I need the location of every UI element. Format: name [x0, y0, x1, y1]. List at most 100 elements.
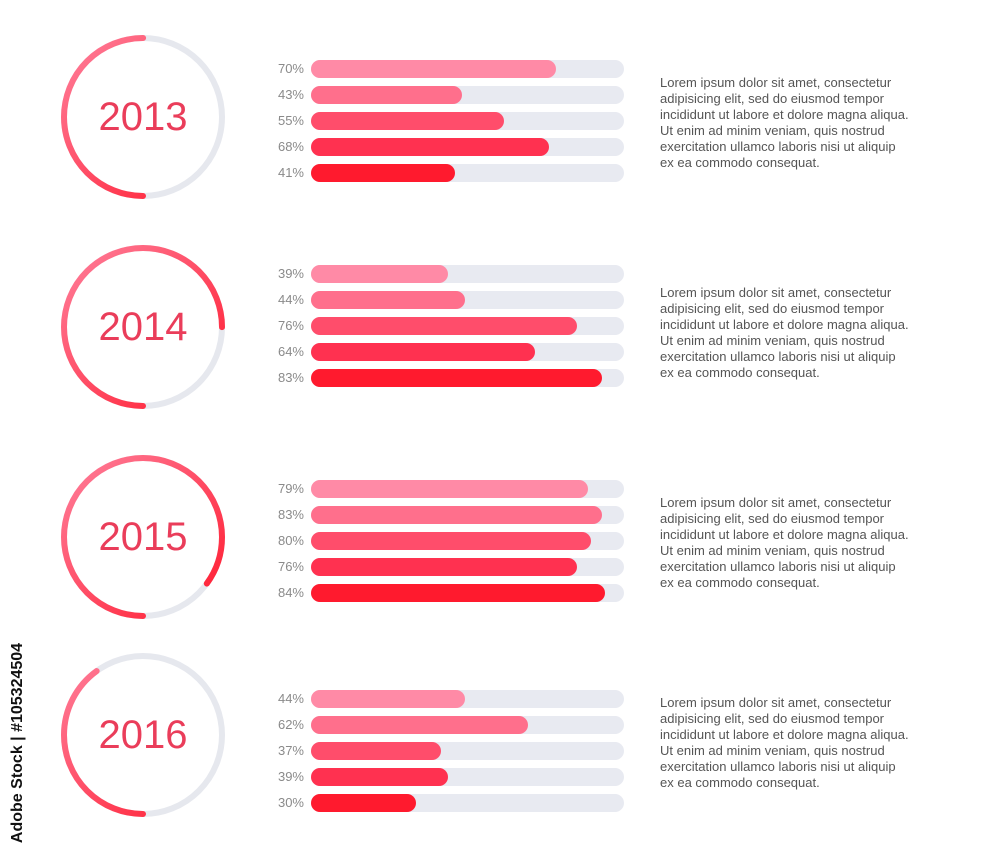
bar [311, 265, 448, 283]
bar-track [311, 86, 624, 104]
bar-row: 76% [270, 558, 630, 584]
bar [311, 794, 416, 812]
bar-value-label: 83% [277, 507, 304, 522]
bar-value-label: 79% [277, 481, 304, 496]
bar-row: 55% [270, 112, 630, 138]
bar [311, 532, 591, 550]
bar [311, 690, 465, 708]
bar [311, 317, 577, 335]
bar-value-label: 41% [277, 165, 304, 180]
ring-progress-arc [61, 653, 225, 817]
watermark: Adobe Stock | #105324504 [6, 628, 30, 858]
bar-track [311, 317, 624, 335]
year-label: 2016 [98, 712, 188, 757]
bar [311, 369, 602, 387]
bar-track [311, 742, 624, 760]
bar-value-label: 70% [277, 61, 304, 76]
bar-track [311, 369, 624, 387]
bar-list: 39% 44% 76% 64% 83% [270, 265, 630, 395]
bar [311, 742, 441, 760]
description-text: Lorem ipsum dolor sit amet, consectetur … [660, 285, 909, 380]
bar-value-label: 64% [277, 344, 304, 359]
bar-track [311, 716, 624, 734]
bar-value-label: 39% [277, 266, 304, 281]
bar-value-label: 80% [277, 533, 304, 548]
progress-ring [61, 653, 225, 817]
bar-track [311, 584, 624, 602]
bar [311, 112, 504, 130]
bar-track [311, 265, 624, 283]
year-label: 2014 [98, 304, 188, 349]
bar-row: 62% [270, 716, 630, 742]
bar-track [311, 138, 624, 156]
progress-ring [61, 245, 225, 409]
bar [311, 768, 448, 786]
bar-track [311, 291, 624, 309]
bar-value-label: 62% [277, 717, 304, 732]
bar-value-label: 84% [277, 585, 304, 600]
bar-value-label: 44% [277, 292, 304, 307]
bar-row: 68% [270, 138, 630, 164]
bar-row: 44% [270, 690, 630, 716]
bar-value-label: 55% [277, 113, 304, 128]
bar-track [311, 558, 624, 576]
bar-value-label: 76% [277, 559, 304, 574]
bar-value-label: 39% [277, 769, 304, 784]
bar-row: 39% [270, 768, 630, 794]
bar-row: 80% [270, 532, 630, 558]
bar-row: 83% [270, 506, 630, 532]
bar-value-label: 37% [277, 743, 304, 758]
bar [311, 86, 462, 104]
bar [311, 138, 549, 156]
ring-progress-arc [61, 245, 225, 409]
bar-value-label: 76% [277, 318, 304, 333]
bar-row: 76% [270, 317, 630, 343]
bar [311, 60, 556, 78]
bar [311, 584, 605, 602]
bar-track [311, 60, 624, 78]
bar-list: 44% 62% 37% 39% 30% [270, 690, 630, 820]
bar [311, 164, 455, 182]
bar-row: 79% [270, 480, 630, 506]
bar-track [311, 480, 624, 498]
bar-track [311, 532, 624, 550]
bar-row: 64% [270, 343, 630, 369]
bar-track [311, 343, 624, 361]
bar-row: 70% [270, 60, 630, 86]
bar-value-label: 68% [277, 139, 304, 154]
bar-value-label: 44% [277, 691, 304, 706]
year-label: 2015 [98, 514, 188, 559]
bar-track [311, 768, 624, 786]
bar-row: 83% [270, 369, 630, 395]
year-row-2016: 2016 44% 62% 37% 39% 30% Lorem ipsum dolor sit… [0, 648, 1000, 828]
watermark-text: Adobe Stock | #105324504 [9, 642, 27, 844]
bar-row: 43% [270, 86, 630, 112]
year-row-2015: 2015 79% 83% 80% 76% 84% Lorem ipsum dolor sit… [0, 450, 1000, 630]
bar-value-label: 43% [277, 87, 304, 102]
ring-progress-arc [61, 35, 225, 199]
bar-track [311, 794, 624, 812]
bar-row: 37% [270, 742, 630, 768]
bar-row: 39% [270, 265, 630, 291]
bar-value-label: 83% [277, 370, 304, 385]
description-text: Lorem ipsum dolor sit amet, consectetur … [660, 695, 909, 790]
bar [311, 480, 588, 498]
bar-track [311, 690, 624, 708]
description-text: Lorem ipsum dolor sit amet, consectetur … [660, 75, 909, 170]
bar-track [311, 164, 624, 182]
description-text: Lorem ipsum dolor sit amet, consectetur … [660, 495, 909, 590]
year-row-2014: 2014 39% 44% 76% 64% 83% Lorem ipsum dolor sit… [0, 240, 1000, 420]
year-row-2013: 2013 70% 43% 55% 68% 41% Lorem ipsum dolor sit… [0, 30, 1000, 210]
progress-ring [61, 35, 225, 199]
bar-value-label: 30% [277, 795, 304, 810]
bar-row: 30% [270, 794, 630, 820]
bar [311, 558, 577, 576]
bar [311, 506, 602, 524]
bar [311, 343, 535, 361]
bar-row: 41% [270, 164, 630, 190]
bar-list: 70% 43% 55% 68% 41% [270, 60, 630, 190]
bar-list: 79% 83% 80% 76% 84% [270, 480, 630, 610]
bar-track [311, 506, 624, 524]
bar-row: 44% [270, 291, 630, 317]
year-label: 2013 [98, 94, 188, 139]
